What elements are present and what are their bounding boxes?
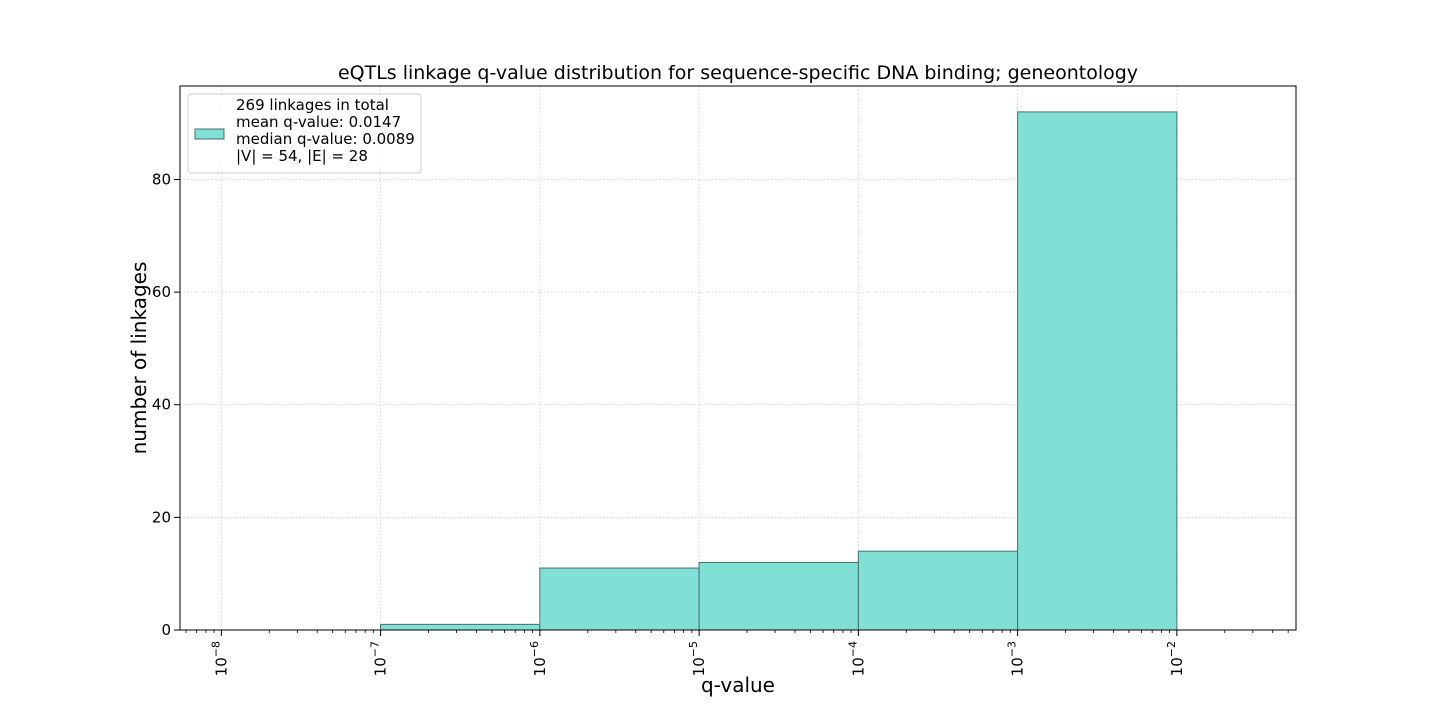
legend-swatch	[194, 128, 225, 140]
legend-line: median q-value: 0.0089	[236, 130, 415, 148]
histogram-bar	[380, 623, 541, 631]
x-tick-label: 10−5	[687, 641, 708, 676]
x-tick-label: 10−8	[209, 641, 230, 676]
y-tick-label: 80	[152, 170, 171, 188]
histogram-bar	[698, 561, 859, 631]
x-axis-label: q-value	[701, 673, 775, 697]
chart-title: eQTLs linkage q-value distribution for s…	[338, 62, 1138, 84]
y-tick-label: 60	[152, 283, 171, 301]
legend-line: |V| = 54, |E| = 28	[236, 147, 368, 165]
x-tick-label: 10−6	[528, 641, 549, 676]
x-tick-label: 10−3	[1006, 641, 1027, 676]
x-tick-label: 10−4	[846, 641, 867, 676]
y-tick-labels: 0 20 40 60 80	[152, 170, 171, 639]
histogram-bar	[1017, 111, 1178, 631]
y-tick-label: 20	[152, 508, 171, 526]
legend-line: 269 linkages in total	[236, 96, 389, 114]
plot-frame	[179, 85, 1297, 631]
y-tick-label: 40	[152, 396, 171, 414]
legend-box	[187, 93, 422, 174]
y-tick-label: 0	[161, 621, 171, 639]
bars	[380, 111, 1178, 631]
y-axis-label: number of linkages	[127, 262, 151, 455]
x-tick-labels: 10−8 10−7 10−6 10−5 10−4 10−3 10−2	[209, 641, 1186, 676]
axis-ticks	[174, 178, 1289, 636]
x-tick-label: 10−2	[1165, 641, 1186, 676]
x-tick-label: 10−7	[369, 641, 390, 676]
legend-line: mean q-value: 0.0147	[236, 113, 401, 131]
histogram-bar	[857, 550, 1019, 631]
histogram-bar	[539, 567, 700, 631]
